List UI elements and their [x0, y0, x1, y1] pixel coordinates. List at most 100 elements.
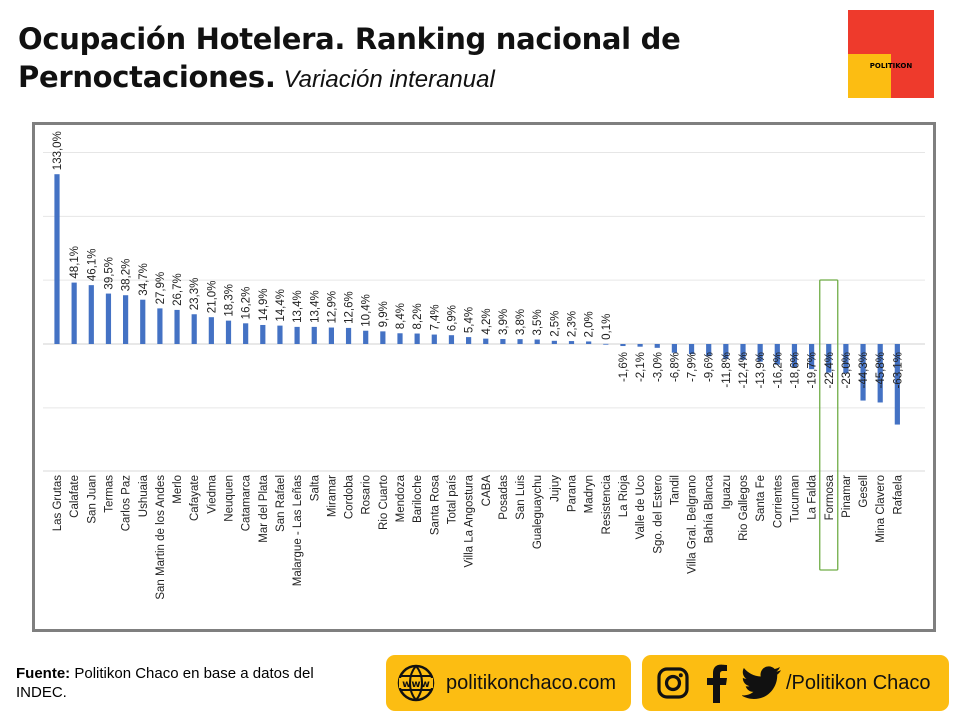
category-tick-label: San Rafael — [275, 475, 287, 532]
data-label: 39,5% — [103, 257, 115, 290]
chart-bar — [448, 335, 455, 344]
category-tick-label: Mendoza — [395, 474, 407, 522]
chart-bar — [586, 341, 592, 344]
category-tick-label: Valle de Uco — [635, 475, 647, 539]
data-label: 14,9% — [258, 288, 270, 321]
category-tick-label: Corrientes — [772, 475, 784, 528]
data-label: 10,4% — [361, 294, 373, 327]
category-tick-label: Iguazu — [721, 475, 733, 510]
data-label: -19,7% — [807, 352, 819, 388]
chart-bar — [706, 344, 712, 357]
chart-bar — [757, 344, 763, 362]
chart-bar — [431, 334, 437, 344]
chart-bar — [517, 339, 523, 344]
website-banner[interactable]: www politikonchaco.com — [386, 655, 631, 711]
category-tick-label: Rio Cuarto — [378, 475, 390, 530]
chart-bar — [826, 344, 832, 373]
data-label: -18,6% — [789, 352, 801, 388]
category-tick-label: La Falda — [807, 474, 819, 519]
data-label: 3,8% — [515, 309, 527, 335]
category-tick-label: CABA — [481, 475, 493, 507]
category-tick-label: Formosa — [824, 474, 836, 520]
chart-title-line-1: Ocupación Hotelera. Ranking nacional de — [18, 22, 681, 56]
chart-bar — [397, 333, 403, 344]
source-label: Fuente: — [16, 665, 71, 682]
data-label: 23,3% — [189, 278, 201, 311]
data-label: 7,4% — [429, 304, 441, 330]
data-label: 3,5% — [532, 309, 544, 335]
logo-square-red-top-left — [848, 10, 891, 54]
chart-title-line-2: Pernoctaciones. Variación interanual — [18, 58, 778, 99]
data-label: -9,6% — [704, 352, 716, 382]
data-label: 2,3% — [567, 311, 579, 337]
data-label: -16,2% — [772, 352, 784, 388]
data-label: 8,4% — [395, 303, 407, 329]
category-tick-label: Merlo — [172, 475, 184, 504]
chart-bar — [88, 285, 94, 344]
chart-bar — [671, 344, 677, 353]
category-tick-label: Pinamar — [841, 475, 853, 518]
chart-bar — [688, 344, 695, 355]
data-label: -11,8% — [721, 352, 733, 388]
data-label: 38,2% — [121, 259, 133, 292]
politikon-logo: POLITIKON — [848, 10, 934, 98]
data-label: -23,0% — [841, 352, 853, 388]
chart-bar — [225, 320, 232, 344]
data-label: 48,1% — [69, 246, 81, 279]
category-tick-label: Termas — [103, 475, 115, 513]
chart-bar — [345, 327, 352, 344]
data-label: 26,7% — [172, 273, 184, 306]
category-tick-label: Madryn — [584, 475, 596, 513]
chart-bar — [466, 337, 472, 344]
chart-bar — [791, 344, 798, 368]
category-tick-label: Catamarca — [241, 474, 253, 531]
category-tick-label: Santa Fe — [755, 475, 767, 522]
chart-bar — [380, 331, 386, 344]
twitter-icon[interactable] — [742, 666, 782, 700]
data-label: -13,9% — [755, 352, 767, 388]
category-tick-label: Jujuy — [549, 475, 561, 502]
chart-bar — [534, 339, 540, 344]
category-tick-label: Salta — [309, 474, 321, 501]
source-note: Fuente: Politikon Chaco en base a datos … — [16, 664, 356, 702]
chart-bar — [414, 333, 420, 344]
category-tick-label: Resistencia — [601, 474, 613, 534]
chart-bar — [843, 344, 849, 374]
data-label: -7,9% — [687, 352, 699, 382]
chart-frame: 133,0% Las Grutas 48,1% Calafate 46,1% San Ju… — [32, 122, 936, 632]
highlight-box — [819, 279, 839, 571]
data-label: -45,8% — [875, 352, 887, 388]
chart-bar — [894, 344, 900, 425]
category-tick-label: La Rioja — [618, 474, 630, 517]
category-tick-label: Bahía Blanca — [704, 474, 716, 543]
chart-bar — [157, 308, 163, 344]
category-tick-label: Mina Clavero — [875, 475, 887, 543]
chart-subtitle: Variación interanual — [283, 66, 495, 93]
data-label: 9,9% — [378, 301, 390, 327]
data-label: 3,9% — [498, 309, 510, 335]
category-tick-label: Tandil — [669, 475, 681, 505]
category-tick-label: Rio Gallegos — [738, 475, 750, 541]
category-tick-label: Posadas — [498, 475, 510, 520]
chart-bar — [860, 344, 866, 401]
data-label: 0,1% — [601, 314, 613, 340]
chart-bar — [140, 299, 146, 344]
chart-bar — [260, 324, 266, 344]
chart-bar — [809, 344, 815, 370]
data-label: 5,4% — [464, 307, 476, 333]
facebook-icon[interactable] — [704, 663, 730, 703]
social-handle[interactable]: /Politikon Chaco — [786, 671, 931, 694]
social-banner[interactable]: /Politikon Chaco — [642, 655, 949, 711]
chart-bar — [105, 293, 112, 344]
chart-bar — [208, 317, 214, 344]
data-label: 34,7% — [138, 263, 150, 296]
data-label: -6,8% — [669, 352, 681, 382]
data-label: 14,4% — [275, 289, 287, 322]
website-link[interactable]: politikonchaco.com — [446, 671, 617, 694]
category-tick-label: Villa La Angostura — [464, 474, 476, 567]
data-label: 13,4% — [292, 290, 304, 323]
category-tick-label: Malargue - Las Leñas — [292, 475, 304, 586]
data-label: -2,1% — [635, 352, 647, 382]
instagram-icon[interactable] — [656, 666, 690, 700]
chart-bar — [774, 344, 780, 365]
